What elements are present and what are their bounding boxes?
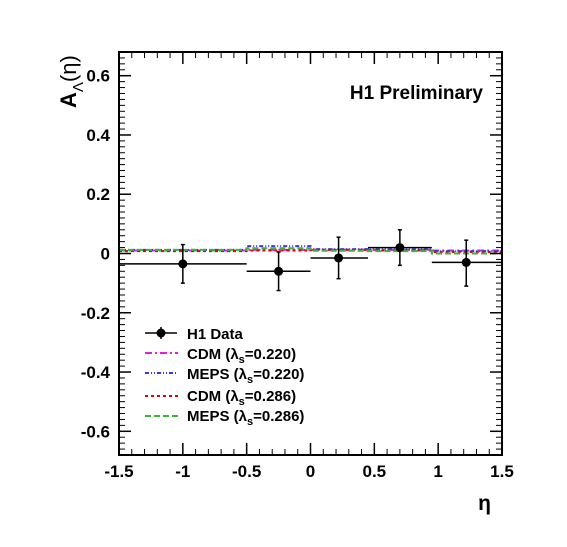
annotation-text: H1 Preliminary: [350, 83, 483, 104]
curve-series-3: [119, 247, 502, 255]
x-tick-label-2: -0.5: [232, 462, 261, 481]
y-axis-label-main: A: [56, 92, 81, 108]
data-point-3: [395, 243, 405, 253]
axis-tick-labels: -1.5 -1 -0.5 0 0.5 1 1.5 -0.6 -0.4 -0.2 0 0.2 0.4 0.6: [81, 67, 514, 481]
legend-label-data: H1 Data: [187, 326, 244, 343]
legend-data-marker: [156, 328, 166, 338]
y-axis-label: AΛ(η): [56, 55, 87, 108]
data-point-1: [274, 266, 284, 276]
y-tick-label-0: -0.6: [81, 422, 110, 441]
x-tick-label-4: 0.5: [363, 462, 387, 481]
x-tick-label-6: 1.5: [490, 462, 514, 481]
legend-label-meps-0286: MEPS (λs=0.286): [187, 408, 304, 428]
x-tick-label-1: -1: [175, 462, 190, 481]
data-point-4: [461, 257, 471, 267]
y-tick-label-6: 0.6: [86, 67, 110, 86]
x-tick-label-0: -1.5: [104, 462, 133, 481]
y-tick-label-4: 0.2: [86, 185, 110, 204]
legend: H1 Data CDM (λs=0.220) MEPS (λs=0.220) C…: [145, 326, 304, 428]
y-tick-label-3: 0: [101, 245, 110, 264]
y-tick-label-1: -0.4: [81, 363, 111, 382]
x-tick-label-5: 1: [433, 462, 442, 481]
data-point-2: [334, 253, 344, 263]
data-point-0: [178, 259, 188, 269]
y-axis-label-sub: Λ: [70, 82, 87, 92]
data-points: [119, 229, 502, 292]
legend-label-meps-0220: MEPS (λs=0.220): [187, 366, 304, 386]
legend-label-cdm-0220: CDM (λs=0.220): [187, 346, 296, 366]
axis-ticks: [118, 51, 503, 456]
y-tick-label-5: 0.4: [86, 126, 110, 145]
svg-text:AΛ(η): AΛ(η): [56, 55, 87, 108]
y-tick-label-2: -0.2: [81, 304, 110, 323]
y-axis-label-arg: (η): [56, 55, 81, 82]
x-tick-label-3: 0: [306, 462, 315, 481]
legend-label-cdm-0286: CDM (λs=0.286): [187, 388, 296, 408]
x-axis-label: η: [478, 492, 491, 515]
